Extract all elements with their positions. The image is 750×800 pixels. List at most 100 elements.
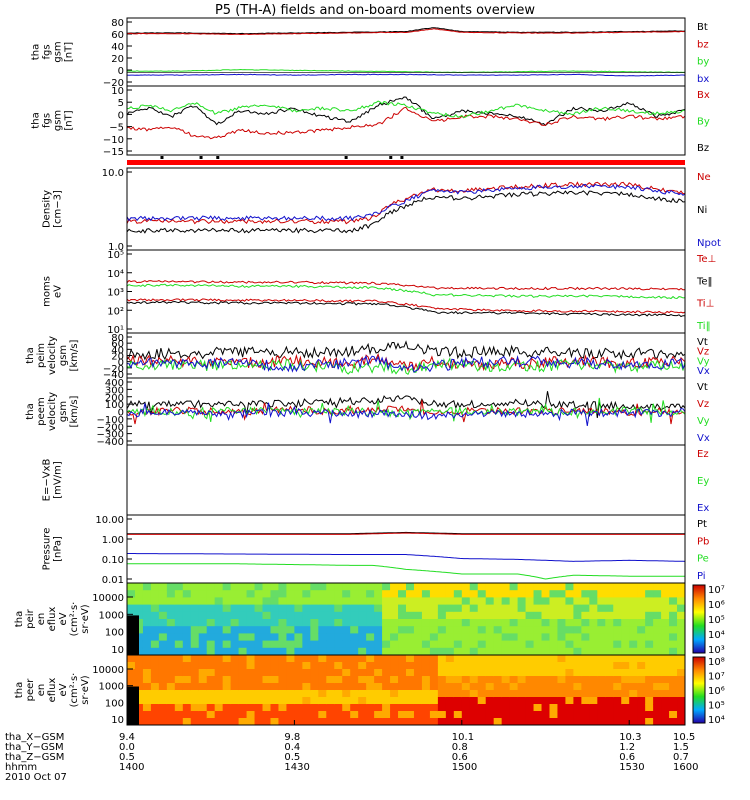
heatmap-cell bbox=[310, 626, 319, 634]
heatmap-cell bbox=[589, 626, 598, 634]
heatmap-cell bbox=[246, 590, 256, 598]
heatmap-cell bbox=[206, 711, 216, 719]
heatmap-cell bbox=[246, 611, 256, 620]
heatmap-cell bbox=[533, 697, 543, 705]
heatmap-cell bbox=[174, 633, 184, 642]
heatmap-cell bbox=[254, 655, 264, 663]
heatmap-cell bbox=[390, 655, 399, 663]
heatmap-cell bbox=[254, 690, 264, 698]
legend-entry: Bt bbox=[697, 22, 708, 33]
heatmap-cell bbox=[445, 597, 455, 606]
heatmap-cell bbox=[190, 711, 200, 719]
heatmap-cell bbox=[278, 662, 287, 670]
legend-entry: Pe bbox=[697, 554, 709, 565]
heatmap-cell bbox=[557, 583, 566, 591]
heatmap-cell bbox=[597, 626, 606, 634]
heatmap-cell bbox=[190, 640, 200, 649]
heatmap-cell bbox=[238, 704, 248, 712]
heatmap-cell bbox=[669, 690, 678, 698]
heatmap-cell bbox=[525, 704, 535, 712]
heatmap-cell bbox=[190, 697, 200, 705]
heatmap-cell bbox=[661, 590, 670, 598]
heatmap-cell bbox=[254, 583, 264, 591]
heatmap-cell bbox=[461, 590, 471, 598]
heatmap-cell bbox=[413, 711, 423, 719]
heatmap-cell bbox=[541, 619, 550, 627]
heatmap-cell bbox=[278, 583, 287, 591]
heatmap-cell bbox=[206, 647, 216, 656]
heatmap-cell bbox=[541, 655, 550, 663]
heatmap-cell bbox=[230, 655, 240, 663]
heatmap-cell bbox=[445, 683, 455, 691]
heatmap-cell bbox=[421, 662, 431, 670]
heatmap-cell bbox=[677, 704, 686, 712]
heatmap-cell bbox=[206, 633, 216, 642]
heatmap-cell bbox=[421, 604, 431, 613]
heatmap-cell bbox=[134, 583, 144, 591]
heatmap-cell bbox=[501, 619, 511, 627]
heatmap-cell bbox=[453, 583, 463, 591]
heatmap-cell bbox=[366, 669, 375, 677]
heatmap-cell bbox=[517, 647, 527, 656]
heatmap-cell bbox=[453, 697, 463, 705]
heatmap-cell bbox=[437, 590, 447, 598]
heatmap-cell bbox=[254, 633, 264, 642]
heatmap-cell bbox=[270, 683, 279, 691]
y-axis-label: momseV bbox=[42, 276, 64, 307]
heatmap-cell bbox=[166, 597, 176, 606]
heatmap-cell bbox=[549, 683, 558, 691]
heatmap-cell bbox=[525, 583, 535, 591]
heatmap-cell bbox=[621, 683, 630, 691]
heatmap-cell bbox=[477, 676, 487, 684]
heatmap-cell bbox=[150, 655, 160, 663]
heatmap-cell bbox=[310, 711, 319, 719]
colorbar-tick-label: 10⁵ bbox=[708, 701, 725, 712]
legend-entry: Ne bbox=[697, 172, 711, 183]
heatmap-cell bbox=[318, 619, 327, 627]
heatmap-cell bbox=[493, 597, 503, 606]
heatmap-cell bbox=[501, 647, 511, 656]
heatmap-cell bbox=[605, 669, 614, 677]
heatmap-cell bbox=[198, 676, 208, 684]
heatmap-cell bbox=[573, 655, 582, 663]
heatmap-cell bbox=[326, 583, 335, 591]
heatmap-cell bbox=[605, 697, 614, 705]
heatmap-cell bbox=[270, 619, 279, 627]
heatmap-cell bbox=[350, 697, 359, 705]
heatmap-cell bbox=[262, 633, 271, 642]
heatmap-cell bbox=[134, 676, 144, 684]
heatmap-cell bbox=[469, 597, 479, 606]
heatmap-cell bbox=[142, 711, 152, 719]
heatmap-cell bbox=[613, 704, 622, 712]
heatmap-cell bbox=[613, 619, 622, 627]
heatmap-cell bbox=[254, 626, 264, 634]
heatmap-cell bbox=[270, 704, 279, 712]
heatmap-cell bbox=[485, 669, 495, 677]
heatmap-cell bbox=[637, 583, 646, 591]
heatmap-cell bbox=[238, 662, 248, 670]
heatmap-cell bbox=[621, 633, 630, 642]
y-tick-label: −300 bbox=[97, 430, 124, 441]
heatmap-cell bbox=[509, 604, 519, 613]
heatmap-cell bbox=[661, 611, 670, 620]
heatmap-cell bbox=[342, 669, 351, 677]
heatmap-cell bbox=[366, 597, 375, 606]
heatmap-cell bbox=[605, 676, 614, 684]
heatmap-cell bbox=[573, 611, 582, 620]
heatmap-cell bbox=[533, 662, 543, 670]
heatmap-cell bbox=[541, 647, 550, 656]
heatmap-cell bbox=[493, 718, 503, 726]
y-tick-label: −400 bbox=[97, 437, 124, 448]
heatmap-cell bbox=[198, 711, 208, 719]
series-line-Pi bbox=[127, 553, 686, 562]
heatmap-cell bbox=[166, 619, 176, 627]
heatmap-cell bbox=[477, 690, 487, 698]
heatmap-cell bbox=[461, 697, 471, 705]
heatmap-cell bbox=[166, 633, 176, 642]
heatmap-cell bbox=[382, 669, 391, 677]
heatmap-cell bbox=[166, 669, 176, 677]
heatmap-cell bbox=[198, 655, 208, 663]
heatmap-cell bbox=[222, 690, 232, 698]
heatmap-cell bbox=[246, 676, 256, 684]
